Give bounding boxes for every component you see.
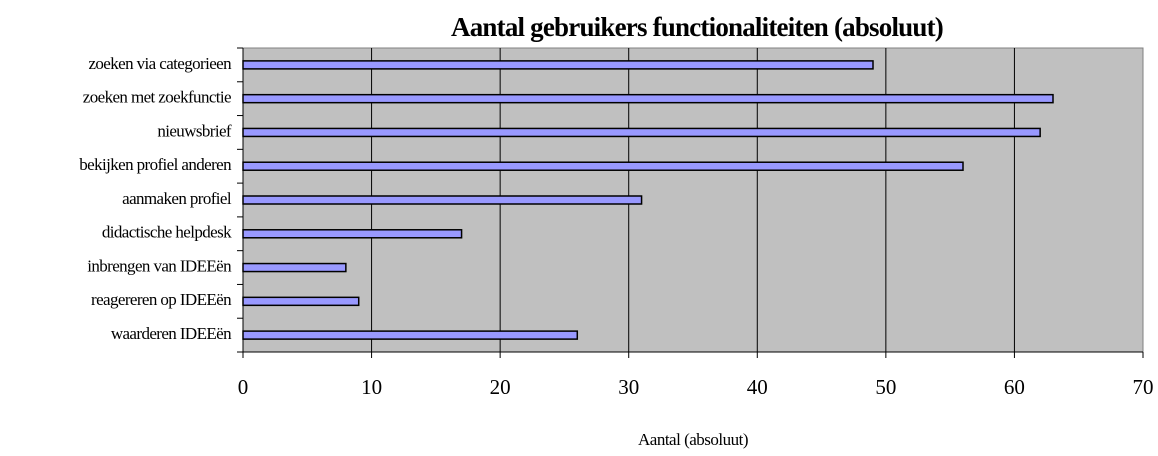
x-tick-label: 10	[361, 375, 382, 399]
y-tick-label: bekijken profiel anderen	[79, 155, 232, 174]
bar	[242, 262, 347, 273]
y-tick-label: zoeken via categorieen	[88, 54, 232, 73]
y-tick-label: inbrengen van IDEEën	[87, 256, 232, 275]
x-tick-label: 40	[747, 375, 768, 399]
x-tick-label: 60	[1004, 375, 1025, 399]
y-tick-label: zoeken met zoekfunctie	[83, 88, 231, 107]
y-tick-label: waarderen IDEEën	[111, 324, 232, 343]
x-tick-label: 50	[875, 375, 896, 399]
y-tick-label: didactische helpdesk	[102, 223, 232, 242]
chart-title: Aantal gebruikers functionaliteiten (abs…	[451, 12, 943, 42]
x-axis-label: Aantal (absoluut)	[638, 430, 748, 449]
bar	[242, 229, 463, 239]
bar	[242, 330, 579, 340]
bar	[242, 127, 1041, 138]
y-tick-label: nieuwsbrief	[157, 121, 232, 140]
y-tick-label: aanmaken profiel	[122, 189, 232, 208]
x-tick-label: 0	[238, 375, 249, 399]
y-tick-label: reagereren op IDEEën	[91, 290, 232, 309]
bar	[242, 296, 360, 307]
x-tick-label: 70	[1133, 375, 1154, 399]
x-tick-label: 20	[490, 375, 511, 399]
bar	[242, 161, 964, 171]
bar	[242, 93, 1054, 104]
bar	[242, 60, 874, 70]
x-tick-label: 30	[618, 375, 639, 399]
bar	[242, 195, 643, 205]
